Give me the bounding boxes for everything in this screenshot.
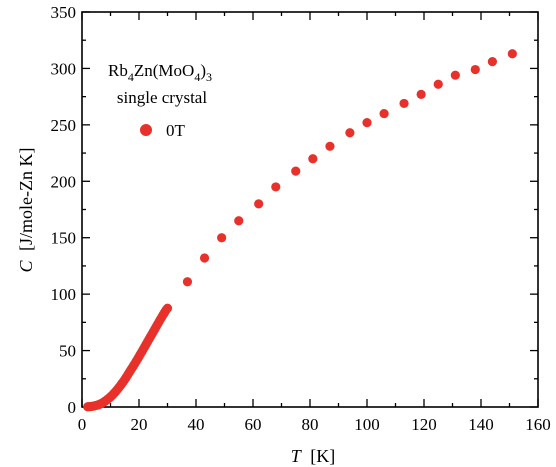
y-tick-label: 250 <box>51 116 77 135</box>
y-tick-label: 350 <box>51 3 77 22</box>
data-point <box>507 49 517 59</box>
data-point <box>487 57 497 67</box>
legend: Rb4Zn(MoO4)3 single crystal 0T <box>108 61 212 140</box>
legend-sample-form: single crystal <box>117 88 207 107</box>
data-point <box>234 216 244 226</box>
y-tick-label: 0 <box>68 398 77 417</box>
data-point <box>416 89 426 99</box>
x-tick-label: 0 <box>78 415 87 434</box>
data-point <box>162 303 173 313</box>
x-tick-label: 100 <box>354 415 380 434</box>
legend-marker <box>140 124 152 136</box>
data-point <box>470 64 480 75</box>
y-axis-label: C [J/mole-Zn K] <box>16 148 36 273</box>
x-tick-label: 140 <box>468 415 494 434</box>
x-axis-symbol: T <box>291 446 303 466</box>
y-axis-unit: [J/mole-Zn K] <box>16 148 36 251</box>
data-points <box>83 49 517 412</box>
x-axis-label: T [K] <box>291 446 336 466</box>
data-point <box>308 154 318 164</box>
data-point <box>379 108 389 119</box>
y-tick-label: 50 <box>59 342 76 361</box>
data-point <box>450 70 460 80</box>
legend-sample-name: Rb4Zn(MoO4)3 <box>108 61 212 84</box>
data-point <box>254 199 264 209</box>
x-tick-label: 120 <box>411 415 437 434</box>
x-axis-unit: [K] <box>310 446 335 466</box>
data-point <box>345 128 355 138</box>
x-tick-label: 20 <box>131 415 148 434</box>
x-tick-label: 60 <box>245 415 262 434</box>
legend-entry-label: 0T <box>166 121 186 140</box>
data-point <box>362 118 372 128</box>
y-tick-label: 200 <box>51 172 77 191</box>
data-point <box>199 253 210 263</box>
y-axis-symbol: C <box>16 260 36 273</box>
axis-tick-labels: 0 20 40 60 80 100 120 140 160 0 50 100 150 200 250 300 3… <box>51 3 551 434</box>
data-point <box>182 277 193 287</box>
data-point <box>271 182 281 192</box>
y-tick-label: 300 <box>51 59 77 78</box>
data-point <box>399 98 409 109</box>
x-tick-label: 80 <box>302 415 319 434</box>
data-point <box>291 166 301 176</box>
data-point <box>433 79 443 89</box>
data-point <box>217 233 227 243</box>
data-point <box>325 141 335 151</box>
x-tick-label: 40 <box>188 415 205 434</box>
y-tick-label: 100 <box>51 285 77 304</box>
x-tick-label: 160 <box>525 415 551 434</box>
y-tick-label: 150 <box>51 229 77 248</box>
axis-ticks <box>81 11 539 408</box>
